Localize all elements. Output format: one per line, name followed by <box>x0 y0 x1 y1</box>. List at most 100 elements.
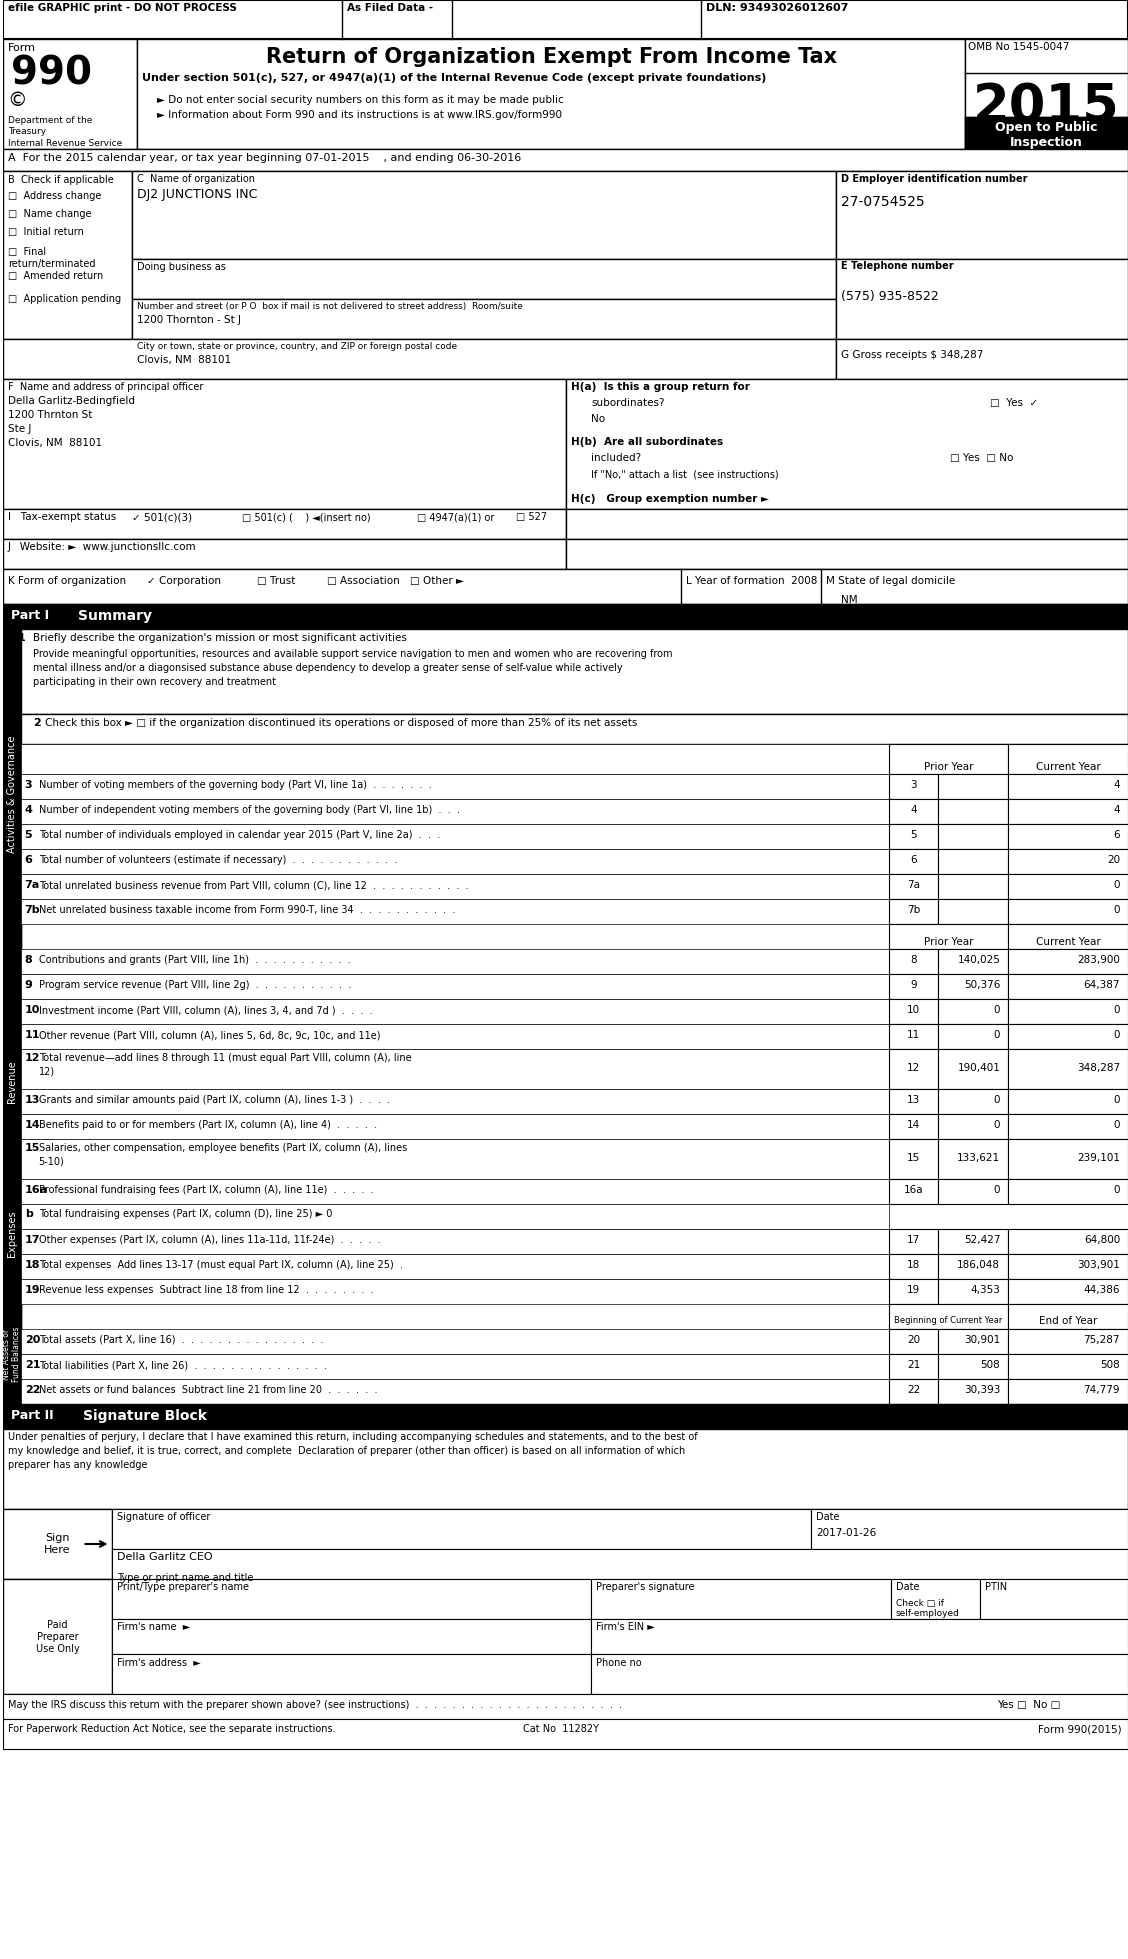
Text: 190,401: 190,401 <box>958 1064 1001 1074</box>
Text: 3: 3 <box>910 780 917 789</box>
Bar <box>591 1618 1128 1653</box>
Bar <box>20 1115 889 1138</box>
Text: Summary: Summary <box>78 609 151 623</box>
Text: 1: 1 <box>18 633 26 643</box>
Bar <box>20 1228 889 1254</box>
Text: 12: 12 <box>25 1054 41 1064</box>
Text: 5: 5 <box>910 831 917 840</box>
Text: Yes □  No □: Yes □ No □ <box>997 1700 1060 1710</box>
Bar <box>938 1328 1008 1354</box>
Bar <box>591 1653 1128 1695</box>
Text: 239,101: 239,101 <box>1077 1154 1120 1164</box>
Text: Phone no: Phone no <box>597 1657 642 1667</box>
Text: G Gross receipts $ 348,287: G Gross receipts $ 348,287 <box>840 351 984 360</box>
Bar <box>1008 1254 1128 1279</box>
Text: OMB No 1545-0047: OMB No 1545-0047 <box>968 41 1069 53</box>
Text: 4: 4 <box>1113 805 1120 815</box>
Text: Total number of individuals employed in calendar year 2015 (Part V, line 2a)  . : Total number of individuals employed in … <box>38 831 440 840</box>
Bar <box>938 1228 1008 1254</box>
Bar <box>889 999 938 1025</box>
Text: □  Name change: □ Name change <box>8 210 91 219</box>
Text: □ 4947(a)(1) or: □ 4947(a)(1) or <box>416 511 494 521</box>
Bar <box>889 744 1008 774</box>
Text: ©: © <box>8 90 27 110</box>
Text: 14: 14 <box>25 1121 41 1130</box>
Bar <box>2 1405 1128 1428</box>
Bar <box>2 1579 113 1695</box>
Bar <box>20 974 889 999</box>
Bar <box>889 848 938 874</box>
Bar <box>1008 899 1128 925</box>
Text: 4: 4 <box>910 805 917 815</box>
Text: Total fundraising expenses (Part IX, column (D), line 25) ► 0: Total fundraising expenses (Part IX, col… <box>38 1209 332 1218</box>
Bar <box>20 874 889 899</box>
Text: L Year of formation  2008: L Year of formation 2008 <box>686 576 818 586</box>
Bar <box>2 539 566 568</box>
Bar <box>889 799 938 825</box>
Text: Revenue: Revenue <box>7 1060 17 1103</box>
Bar <box>889 974 938 999</box>
Text: Revenue less expenses  Subtract line 18 from line 12  .  .  .  .  .  .  .  .: Revenue less expenses Subtract line 18 f… <box>38 1285 373 1295</box>
Text: 348,287: 348,287 <box>1077 1064 1120 1074</box>
Text: 19: 19 <box>25 1285 41 1295</box>
Text: Under section 501(c), 527, or 4947(a)(1) of the Internal Revenue Code (except pr: Under section 501(c), 527, or 4947(a)(1)… <box>142 72 767 82</box>
Bar <box>20 948 889 974</box>
Text: 22: 22 <box>25 1385 41 1395</box>
Bar <box>1008 774 1128 799</box>
Bar <box>566 539 1128 568</box>
Text: Open to Public
Inspection: Open to Public Inspection <box>995 121 1098 149</box>
Text: 4: 4 <box>1113 780 1120 789</box>
Text: Benefits paid to or for members (Part IX, column (A), line 4)  .  .  .  .  .: Benefits paid to or for members (Part IX… <box>38 1121 377 1130</box>
Text: Signature of officer: Signature of officer <box>117 1512 211 1522</box>
Bar <box>113 1579 591 1618</box>
Text: Activities & Governance: Activities & Governance <box>7 735 17 852</box>
Bar <box>889 1025 938 1048</box>
Text: 52,427: 52,427 <box>963 1234 1001 1246</box>
Text: 186,048: 186,048 <box>958 1260 1001 1269</box>
Text: 30,393: 30,393 <box>964 1385 1001 1395</box>
Text: 8: 8 <box>25 954 33 966</box>
Text: 17: 17 <box>907 1234 920 1246</box>
Text: H(a)  Is this a group return for: H(a) Is this a group return for <box>572 382 750 392</box>
Text: Doing business as: Doing business as <box>138 263 227 272</box>
Text: Program service revenue (Part VIII, line 2g)  .  .  .  .  .  .  .  .  .  .  .: Program service revenue (Part VIII, line… <box>38 980 351 989</box>
Text: Total unrelated business revenue from Part VIII, column (C), line 12  .  .  .  .: Total unrelated business revenue from Pa… <box>38 880 468 889</box>
Bar <box>889 1138 938 1179</box>
Bar <box>938 974 1008 999</box>
Bar <box>2 629 1128 713</box>
Bar <box>591 1579 891 1618</box>
Bar <box>138 39 966 149</box>
Bar <box>938 1115 1008 1138</box>
Text: C  Name of organization: C Name of organization <box>138 174 255 184</box>
Bar <box>1008 1328 1128 1354</box>
Text: 0: 0 <box>994 1121 1001 1130</box>
Text: May the IRS discuss this return with the preparer shown above? (see instructions: May the IRS discuss this return with the… <box>8 1700 622 1710</box>
Text: Part II: Part II <box>10 1409 53 1422</box>
Bar <box>889 899 938 925</box>
Text: □  Yes  ✓: □ Yes ✓ <box>990 398 1039 407</box>
Text: 16a: 16a <box>25 1185 47 1195</box>
Bar <box>2 1695 1128 1718</box>
Text: Current Year: Current Year <box>1036 936 1101 946</box>
Bar <box>889 948 938 974</box>
Bar <box>20 848 889 874</box>
Bar <box>938 799 1008 825</box>
Text: 18: 18 <box>25 1260 41 1269</box>
Bar <box>2 629 20 960</box>
Bar <box>1008 948 1128 974</box>
Bar <box>889 1254 938 1279</box>
Bar <box>889 1305 1008 1328</box>
Text: 9: 9 <box>910 980 917 989</box>
Text: Number of voting members of the governing body (Part VI, line 1a)  .  .  .  .  .: Number of voting members of the governin… <box>38 780 431 789</box>
Bar <box>836 339 1128 378</box>
Bar <box>132 170 836 259</box>
Bar <box>2 1089 20 1379</box>
Bar <box>20 1089 889 1115</box>
Text: 4,353: 4,353 <box>970 1285 1001 1295</box>
Text: 44,386: 44,386 <box>1084 1285 1120 1295</box>
Text: Beginning of Current Year: Beginning of Current Year <box>895 1316 1003 1324</box>
Text: Expenses: Expenses <box>7 1211 17 1258</box>
Text: 283,900: 283,900 <box>1077 954 1120 966</box>
Bar <box>1008 1115 1128 1138</box>
Text: 0: 0 <box>994 1095 1001 1105</box>
